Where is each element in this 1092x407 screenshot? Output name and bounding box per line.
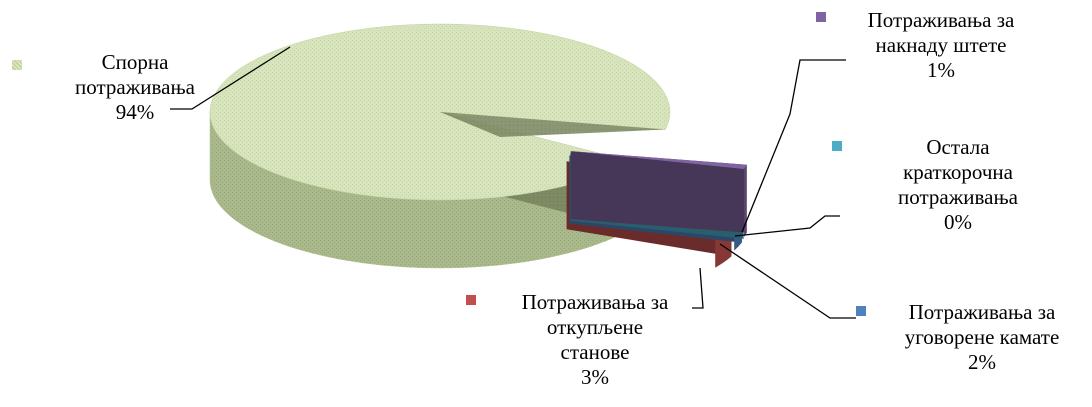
label-line: потраживања bbox=[898, 185, 1018, 209]
slice-side-damages bbox=[570, 151, 747, 233]
legend-key-other bbox=[832, 141, 842, 151]
label-line: уговорене камате bbox=[904, 325, 1060, 349]
label-line: станове bbox=[560, 340, 630, 364]
label-line: краткорочна bbox=[903, 160, 1013, 184]
slice-top-damages bbox=[570, 151, 747, 169]
leader-line-damages bbox=[741, 59, 846, 233]
slice-label-damages: Потраживања за накнаду штете 1% bbox=[836, 8, 1046, 83]
label-percent: 94% bbox=[115, 100, 155, 124]
legend-key-interest bbox=[856, 306, 866, 316]
label-percent: 3% bbox=[581, 365, 609, 389]
leader-line-other bbox=[734, 215, 840, 237]
slice-label-flats: Потраживања за откупљене станове 3% bbox=[485, 290, 705, 390]
legend-key-disputed bbox=[12, 60, 22, 70]
label-line: откупљене bbox=[546, 315, 644, 339]
leader-line-interest bbox=[719, 243, 856, 319]
slice-label-other: Остала краткорочна потраживања 0% bbox=[858, 135, 1058, 235]
label-line: Потраживања за bbox=[521, 290, 669, 314]
slice-top-disputed bbox=[209, 23, 671, 201]
slice-label-disputed: Спорна потраживања 94% bbox=[60, 50, 210, 125]
slice-label-interest: Потраживања за уговорене камате 2% bbox=[872, 300, 1092, 375]
label-line: потраживања bbox=[75, 75, 195, 99]
label-percent: 0% bbox=[944, 210, 972, 234]
label-line: накнаду штете bbox=[875, 33, 1007, 57]
leader-line-disputed bbox=[170, 46, 291, 110]
label-line: Потраживања за bbox=[908, 300, 1056, 324]
leader-lines-group bbox=[170, 46, 856, 319]
slice-damages bbox=[570, 151, 747, 237]
label-line: Остала bbox=[926, 135, 990, 159]
label-percent: 1% bbox=[927, 58, 955, 82]
slice-shadow-disputed bbox=[440, 112, 666, 137]
label-percent: 2% bbox=[968, 350, 996, 374]
leader-line-flats bbox=[692, 267, 704, 309]
legend-key-flats bbox=[466, 295, 476, 305]
pie-slices-group bbox=[209, 23, 747, 269]
label-line: Потраживања за bbox=[867, 8, 1015, 32]
slice-wall-damages bbox=[744, 164, 747, 237]
label-line: Спорна bbox=[101, 50, 169, 74]
legend-key-damages bbox=[816, 12, 826, 22]
